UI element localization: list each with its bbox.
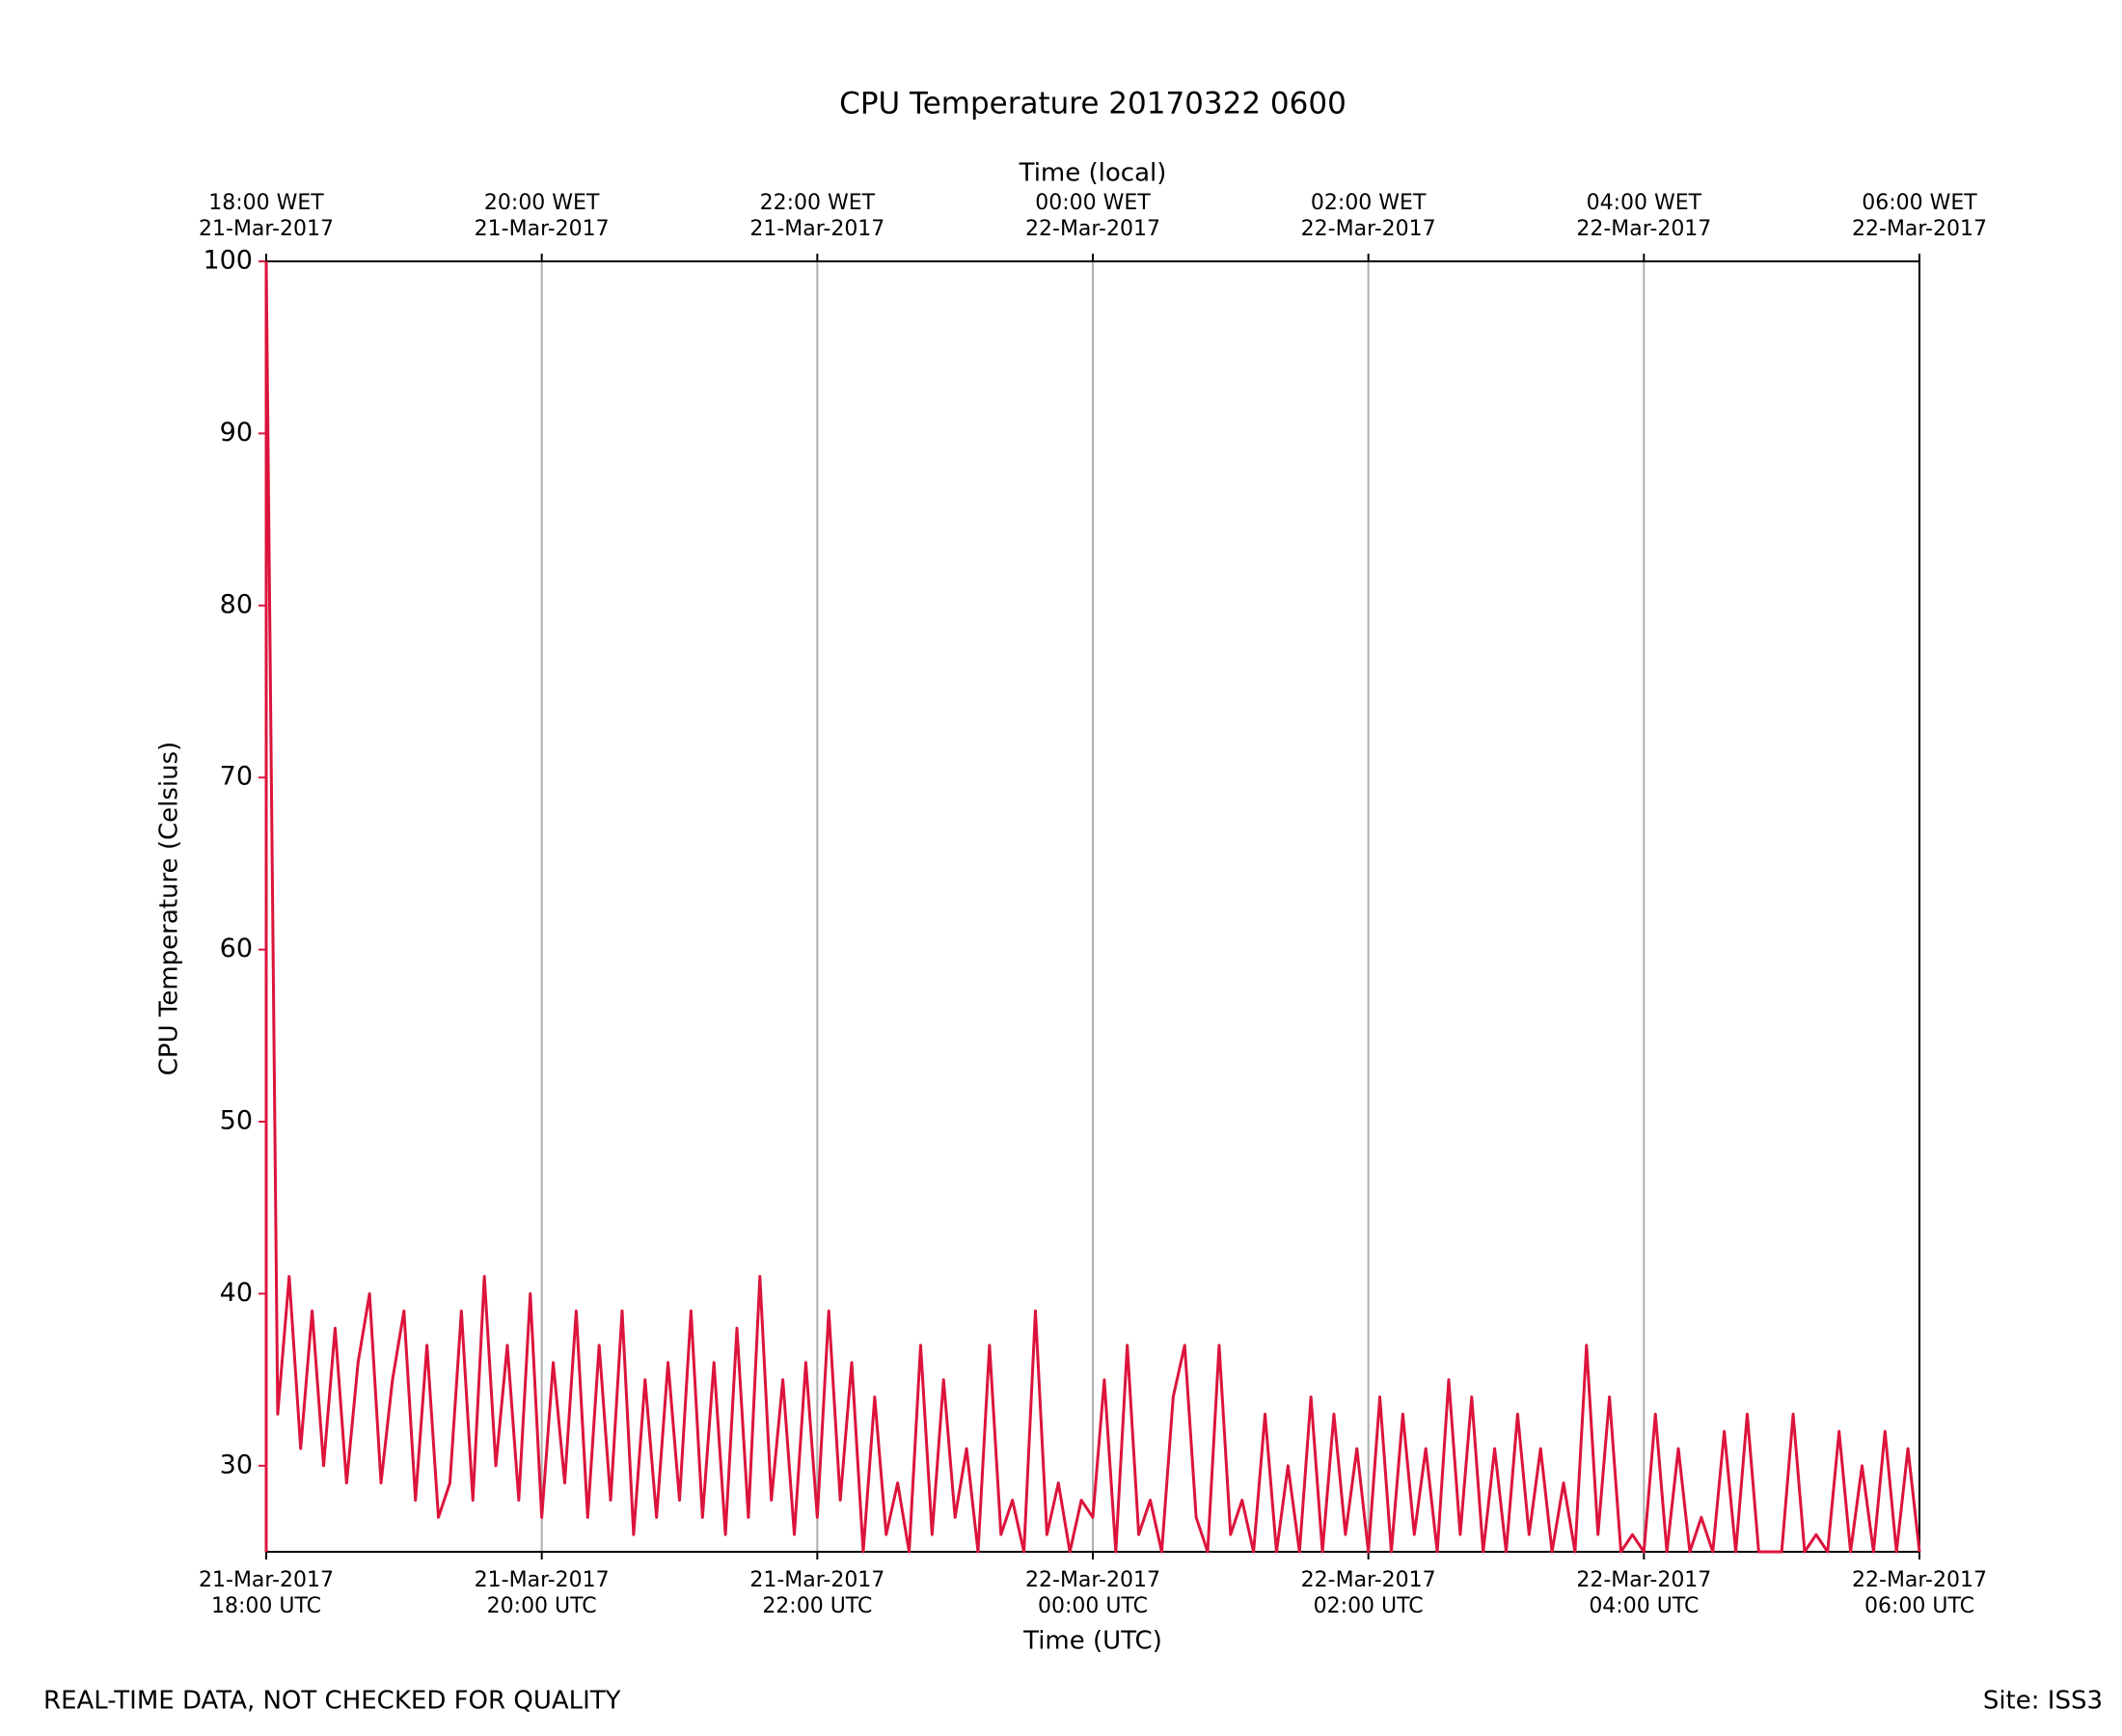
x-axis-label: Time (UTC) [1022,1627,1162,1656]
x2-tick-label: 22-Mar-2017 [1025,217,1160,241]
x-tick-label: 22-Mar-2017 [1852,1568,1987,1592]
x2-tick-label: 22-Mar-2017 [1301,217,1436,241]
y-tick-label: 80 [220,589,253,619]
chart-title: CPU Temperature 20170322 0600 [839,87,1347,122]
x2-tick-label: 02:00 WET [1311,191,1427,215]
x2-tick-label: 22:00 WET [760,191,876,215]
x-tick-label: 20:00 UTC [487,1594,597,1618]
x2-tick-label: 18:00 WET [208,191,324,215]
x2-tick-label: 22-Mar-2017 [1576,217,1711,241]
y-tick-label: 50 [220,1106,253,1136]
x2-tick-label: 00:00 WET [1035,191,1151,215]
x2-axis-label: Time (local) [1019,159,1167,188]
x-tick-label: 22-Mar-2017 [1025,1568,1160,1592]
x2-tick-label: 06:00 WET [1862,191,1977,215]
footer-right: Site: ISS3 [1983,1687,2103,1716]
x2-tick-label: 21-Mar-2017 [749,217,884,241]
x-tick-label: 21-Mar-2017 [475,1568,610,1592]
y-tick-label: 30 [220,1450,253,1479]
y-tick-label: 100 [203,246,253,276]
y-tick-label: 60 [220,934,253,963]
y-tick-label: 40 [220,1278,253,1308]
x-tick-label: 22-Mar-2017 [1301,1568,1436,1592]
footer-left: REAL-TIME DATA, NOT CHECKED FOR QUALITY [43,1687,621,1716]
x2-tick-label: 21-Mar-2017 [199,217,334,241]
y-axis-label: CPU Temperature (Celsius) [155,742,184,1076]
x-tick-label: 02:00 UTC [1314,1594,1424,1618]
x2-tick-label: 04:00 WET [1587,191,1702,215]
x-tick-label: 00:00 UTC [1038,1594,1148,1618]
x2-tick-label: 20:00 WET [484,191,600,215]
x2-tick-label: 22-Mar-2017 [1852,217,1987,241]
x-tick-label: 21-Mar-2017 [749,1568,884,1592]
x2-tick-label: 21-Mar-2017 [475,217,610,241]
x-tick-label: 22:00 UTC [762,1594,872,1618]
x-tick-label: 22-Mar-2017 [1576,1568,1711,1592]
x-tick-label: 04:00 UTC [1589,1594,1699,1618]
y-tick-label: 90 [220,418,253,448]
x-tick-label: 21-Mar-2017 [199,1568,334,1592]
y-tick-label: 70 [220,762,253,792]
data-line [264,260,1921,1554]
x-tick-label: 06:00 UTC [1864,1594,1974,1618]
x-tick-label: 18:00 UTC [211,1594,321,1618]
